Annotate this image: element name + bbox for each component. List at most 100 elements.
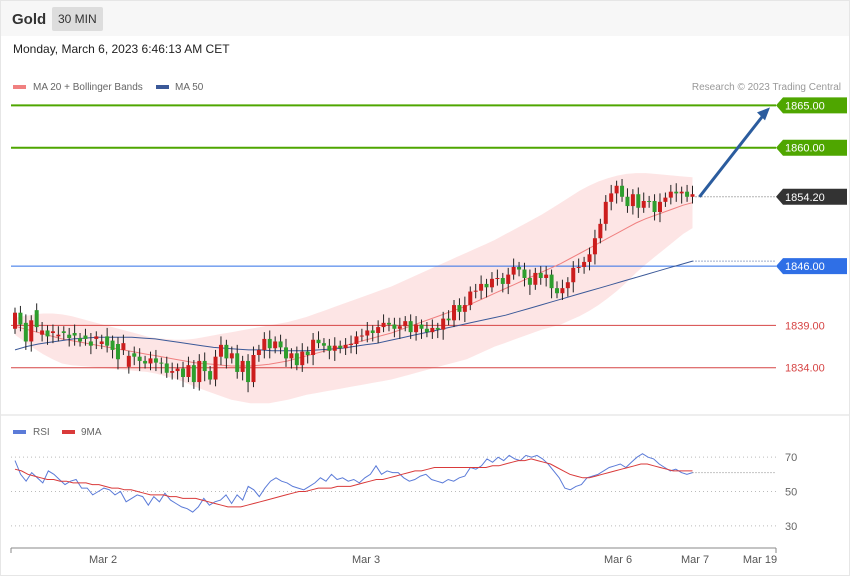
candle-down [229, 353, 234, 359]
candle-up [23, 322, 28, 342]
pivot-tag [776, 258, 847, 275]
candle-down [343, 344, 348, 349]
candle-down [397, 326, 402, 329]
candle-up [636, 194, 641, 208]
candle-up [105, 336, 110, 346]
candle-up [620, 185, 625, 197]
candle-down [359, 335, 364, 337]
candle-up [392, 324, 397, 329]
candle-up [457, 305, 462, 312]
candle-down [381, 322, 386, 328]
candle-up [625, 196, 630, 207]
candle-down [40, 330, 45, 335]
candle-down [332, 345, 337, 351]
candle-down [495, 278, 500, 279]
candle-up [321, 343, 326, 346]
candle-up [408, 321, 413, 333]
resistance-label: 1860.00 [785, 143, 825, 155]
candle-up [284, 347, 288, 359]
candle-down [630, 194, 635, 207]
candle-down [489, 278, 494, 288]
candle-down [565, 282, 570, 289]
current-price-tag [776, 188, 847, 205]
candle-up [674, 191, 679, 194]
time-axis: Mar 2 Mar 3 Mar 6 Mar 7 Mar 19 [10, 548, 777, 566]
candle-up [500, 278, 505, 284]
time-axis-label: Mar 3 [352, 554, 380, 566]
candle-up [327, 345, 332, 351]
candle-up [549, 274, 554, 289]
rsi-tick-label: 50 [785, 487, 797, 499]
candle-down [468, 291, 473, 306]
candle-up [78, 338, 83, 342]
forecast-arrow-shaft [698, 113, 766, 198]
rsi-ma-legend-label: 9MA [81, 427, 102, 438]
candle-down [289, 353, 294, 359]
candle-down [99, 341, 104, 344]
rsi-legend-swatch [13, 430, 26, 434]
candle-down [430, 327, 435, 333]
candle-down [218, 344, 223, 357]
candle-up [370, 330, 375, 333]
candle-up [143, 360, 148, 364]
candle-down [311, 339, 316, 355]
candle-up [164, 363, 169, 373]
candle-up [527, 278, 532, 285]
support-label: 1839.00 [785, 320, 825, 332]
candle-up [517, 267, 522, 270]
candle-down [560, 288, 565, 294]
candle-down [479, 283, 484, 291]
candle-down [609, 193, 614, 202]
candle-down [571, 267, 576, 283]
header-bar: Gold 30 MIN [1, 1, 849, 36]
bollinger-band [15, 173, 693, 404]
candle-down [262, 338, 267, 350]
candle-down [273, 341, 278, 349]
candle-down [657, 201, 662, 212]
candle-down [175, 368, 180, 372]
candle-up [83, 335, 88, 339]
rsi-ma-legend-swatch [62, 430, 75, 434]
candle-up [652, 201, 657, 212]
candle-down [663, 197, 668, 202]
candle-down [121, 343, 126, 350]
candle-down [365, 330, 370, 336]
candle-up [181, 368, 186, 377]
candle-up [647, 201, 652, 202]
time-axis-label: Mar 2 [89, 554, 117, 566]
candle-up [72, 333, 77, 336]
candle-down [690, 194, 695, 197]
price-panel: 1865.00 1860.00 1854.20 1846.00 1839.00 1834.… [11, 97, 847, 404]
candle-up [235, 353, 240, 372]
ma50-legend-swatch [156, 85, 169, 89]
candle-down [29, 320, 34, 342]
candle-down [452, 305, 457, 321]
candle-down [587, 254, 592, 262]
candle-down [506, 274, 511, 284]
rsi-ma-line [14, 458, 693, 508]
candle-up [555, 288, 559, 294]
candle-up [191, 365, 196, 383]
forecast-arrow-head [757, 107, 770, 121]
candle-down [614, 185, 619, 194]
candle-down [170, 371, 175, 373]
timeframe-badge[interactable]: 30 MIN [52, 7, 103, 31]
candle-up [208, 371, 213, 380]
candle-up [338, 345, 343, 349]
candle-down [126, 355, 131, 367]
time-axis-label: Mar 7 [681, 554, 709, 566]
candle-up [316, 339, 321, 344]
candle-up [522, 269, 527, 278]
candle-down [148, 358, 153, 364]
candle-down [679, 191, 684, 194]
candle-down [213, 356, 218, 380]
candle-down [94, 336, 99, 339]
candle-up [246, 360, 251, 383]
candle-down [641, 201, 646, 208]
candle-down [376, 327, 381, 333]
candle-up [45, 330, 50, 337]
candle-down [354, 336, 359, 344]
candle-up [110, 340, 115, 350]
candle-up [446, 318, 451, 321]
candle-up [278, 341, 283, 348]
